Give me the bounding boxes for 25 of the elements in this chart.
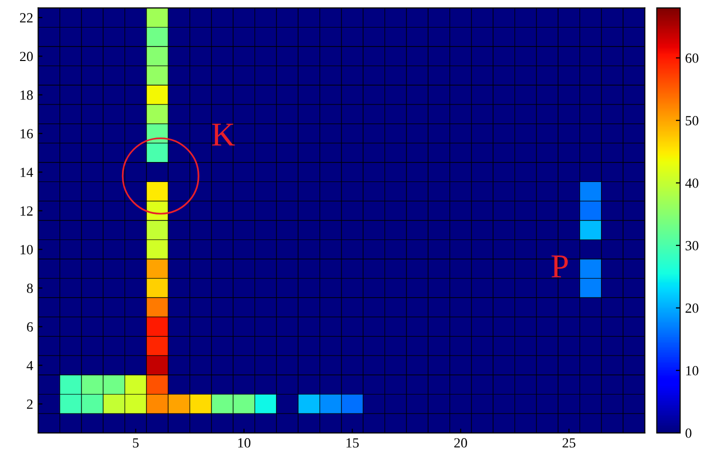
x-tick-label: 25	[562, 438, 576, 448]
y-tick-label: 12	[20, 206, 33, 216]
color-bar-label: 50	[686, 116, 698, 126]
y-tick-label: 14	[20, 168, 34, 177]
y-tick-label: 20	[20, 52, 33, 62]
y-tick-label: 4	[26, 360, 34, 370]
color-bar-label: 10	[686, 366, 698, 376]
color-bar-label: 0	[686, 428, 692, 438]
x-tick-label: 15	[346, 438, 359, 448]
y-tick-label: 10	[20, 244, 33, 254]
color-bar-label: 40	[685, 178, 698, 188]
y-tick-label: 8	[26, 284, 33, 293]
y-tick-label: 16	[20, 129, 33, 138]
color-bar-label: 30	[686, 240, 698, 250]
x-tick-label: 10	[238, 438, 250, 448]
y-tick-label: 18	[20, 90, 33, 100]
y-tick-label: 22	[20, 13, 33, 22]
y-tick-label: 2	[26, 400, 33, 409]
x-tick-label: 5	[133, 438, 139, 448]
x-tick-label: 20	[454, 438, 468, 448]
annotation: K	[212, 124, 235, 146]
y-tick-label: 6	[26, 322, 33, 332]
color-bar-label: 20	[686, 303, 698, 313]
annotation: P	[552, 255, 568, 278]
color-bar-label: 60	[686, 53, 698, 63]
